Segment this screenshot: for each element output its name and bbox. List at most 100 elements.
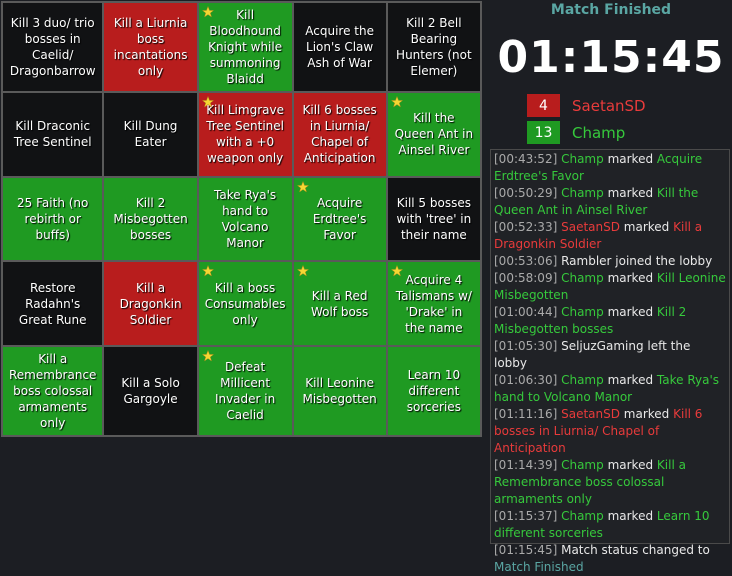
bingo-cell[interactable]: Kill 6 bosses in Liurnia/ Chapel of Anti… bbox=[292, 92, 387, 177]
cell-text: Defeat Millicent Invader in Caelid bbox=[214, 359, 276, 422]
cell-text: Kill a Red Wolf boss bbox=[310, 288, 369, 319]
cell-text: Kill the Queen Ant in Ainsel River bbox=[394, 111, 474, 158]
bingo-cell[interactable]: Kill a Liurnia boss incantations only bbox=[103, 2, 198, 92]
log-verb: marked bbox=[607, 152, 654, 166]
log-entry: [00:53:06] Rambler joined the lobby bbox=[494, 253, 726, 270]
player-name: Champ bbox=[572, 123, 626, 142]
cell-text: Kill 5 bosses with 'tree' in their name bbox=[396, 195, 472, 242]
bingo-cell[interactable]: Kill 3 duo/ trio bosses in Caelid/ Drago… bbox=[2, 2, 104, 92]
bingo-cell[interactable]: Acquire the Lion's Claw Ash of War bbox=[292, 2, 387, 92]
bingo-cell[interactable]: Learn 10 different sorceries bbox=[386, 345, 481, 436]
bingo-cell[interactable]: Restore Radahn's Great Rune bbox=[2, 261, 104, 346]
bingo-cell[interactable]: Kill Limgrave Tree Sentinel with a +0 we… bbox=[197, 92, 293, 177]
cell-text: Kill Draconic Tree Sentinel bbox=[13, 119, 92, 150]
log-verb: marked bbox=[607, 186, 654, 200]
log-verb: marked bbox=[607, 373, 654, 387]
player-name: SaetanSD bbox=[572, 96, 646, 115]
log-player: Champ bbox=[561, 509, 604, 523]
bingo-cell[interactable]: 25 Faith (no rebirth or buffs) bbox=[2, 176, 104, 262]
cell-text: Take Rya's hand to Volcano Manor bbox=[214, 187, 277, 250]
bingo-cell[interactable]: Kill a Solo Gargoyle bbox=[103, 345, 198, 436]
log-time: [00:50:29] bbox=[494, 186, 558, 200]
bingo-cell[interactable]: Kill Bloodhound Knight while summoning B… bbox=[197, 2, 293, 92]
star-icon bbox=[390, 265, 403, 277]
log-time: [01:06:30] bbox=[494, 373, 558, 387]
log-text: Rambler joined the lobby bbox=[561, 254, 713, 268]
log-entry: [01:15:45] Match status changed to Match… bbox=[494, 542, 726, 576]
log-verb: marked bbox=[607, 509, 654, 523]
log-time: [00:53:06] bbox=[494, 254, 558, 268]
event-log: [00:43:52] Champ marked Acquire Erdtree'… bbox=[490, 149, 730, 574]
log-entry: [01:15:37] Champ marked Learn 10 differe… bbox=[494, 508, 726, 542]
log-goal: Acquire Erdtree's Favor bbox=[494, 152, 703, 183]
bingo-cell[interactable]: Acquire 4 Talismans w/ 'Drake' in the na… bbox=[386, 261, 481, 346]
cell-text: 25 Faith (no rebirth or buffs) bbox=[17, 195, 89, 242]
bingo-cell[interactable]: Kill 5 bosses with 'tree' in their name bbox=[386, 176, 481, 262]
log-time: [01:00:44] bbox=[494, 305, 558, 319]
bingo-cell[interactable]: Kill 2 Misbegotten bosses bbox=[103, 176, 198, 262]
log-entry: [01:00:44] Champ marked Kill 2 Misbegott… bbox=[494, 304, 726, 338]
log-text: Match status changed to bbox=[561, 543, 710, 557]
log-player: SaetanSD bbox=[561, 407, 620, 421]
log-goal: Kill 2 Misbegotten bosses bbox=[494, 305, 687, 336]
cell-text: Kill 3 duo/ trio bosses in Caelid/ Drago… bbox=[9, 16, 96, 78]
log-time: [01:05:30] bbox=[494, 339, 558, 353]
cell-text: Kill Limgrave Tree Sentinel with a +0 we… bbox=[206, 103, 284, 166]
bingo-cell[interactable]: Kill Dung Eater bbox=[103, 92, 198, 177]
cell-text: Kill Bloodhound Knight while summoning B… bbox=[208, 8, 283, 86]
cell-text: Kill a Solo Gargoyle bbox=[121, 375, 180, 406]
log-goal: Kill the Queen Ant in Ainsel River bbox=[494, 186, 699, 217]
cell-text: Kill 2 Bell Bearing Hunters (not Elemer) bbox=[396, 16, 472, 78]
cell-text: Acquire 4 Talismans w/ 'Drake' in the na… bbox=[395, 272, 472, 335]
cell-text: Kill a Liurnia boss incantations only bbox=[113, 16, 188, 78]
log-goal: Kill a Dragonkin Soldier bbox=[494, 220, 703, 251]
cell-text: Acquire Erdtree's Favor bbox=[312, 195, 367, 242]
log-time: [01:11:16] bbox=[494, 407, 558, 421]
cell-text: Learn 10 different sorceries bbox=[406, 367, 461, 414]
bingo-cell[interactable]: Defeat Millicent Invader in Caelid bbox=[197, 345, 293, 436]
player-row: 13 Champ bbox=[527, 121, 625, 144]
log-player: SaetanSD bbox=[561, 220, 620, 234]
log-time: [01:14:39] bbox=[494, 458, 558, 472]
log-time: [01:15:37] bbox=[494, 509, 558, 523]
log-verb: marked bbox=[623, 407, 670, 421]
bingo-cell[interactable]: Kill 2 Bell Bearing Hunters (not Elemer) bbox=[386, 2, 481, 92]
bingo-cell[interactable]: Kill a boss Consumables only bbox=[197, 261, 293, 346]
log-status: Match Finished bbox=[494, 560, 584, 574]
star-icon bbox=[201, 6, 214, 18]
log-goal: Learn 10 different sorceries bbox=[494, 509, 710, 540]
bingo-cell[interactable]: Kill a Dragonkin Soldier bbox=[103, 261, 198, 346]
bingo-cell[interactable]: Kill Leonine Misbegotten bbox=[292, 345, 387, 436]
log-entry: [01:06:30] Champ marked Take Rya's hand … bbox=[494, 372, 726, 406]
star-icon bbox=[390, 96, 403, 108]
bingo-cell[interactable]: Kill the Queen Ant in Ainsel River bbox=[386, 92, 481, 177]
log-entry: [01:14:39] Champ marked Kill a Remembran… bbox=[494, 457, 726, 508]
cell-text: Kill 6 bosses in Liurnia/ Chapel of Anti… bbox=[302, 103, 377, 166]
player-score: 4 bbox=[527, 94, 560, 117]
log-time: [00:52:33] bbox=[494, 220, 558, 234]
log-entry: [00:52:33] SaetanSD marked Kill a Dragon… bbox=[494, 219, 726, 253]
bingo-cell[interactable]: Acquire Erdtree's Favor bbox=[292, 176, 387, 262]
log-goal: Kill Leonine Misbegotten bbox=[494, 271, 726, 302]
log-verb: marked bbox=[607, 271, 654, 285]
star-icon bbox=[296, 180, 309, 193]
bingo-cell[interactable]: Take Rya's hand to Volcano Manor bbox=[197, 176, 293, 262]
star-icon bbox=[201, 265, 214, 277]
bingo-cell[interactable]: Kill Draconic Tree Sentinel bbox=[2, 92, 104, 177]
log-goal: Kill a Remembrance boss colossal armamen… bbox=[494, 458, 686, 506]
cell-text: Restore Radahn's Great Rune bbox=[18, 280, 87, 327]
log-goal: Take Rya's hand to Volcano Manor bbox=[494, 373, 720, 404]
log-text: SeljuzGaming left the lobby bbox=[494, 339, 691, 370]
log-time: [00:43:52] bbox=[494, 152, 558, 166]
player-score: 13 bbox=[527, 121, 560, 144]
bingo-cell[interactable]: Kill a Red Wolf boss bbox=[292, 261, 387, 346]
cell-text: Kill Dung Eater bbox=[123, 119, 178, 150]
cell-text: Kill a boss Consumables only bbox=[204, 280, 286, 327]
log-entry: [00:43:52] Champ marked Acquire Erdtree'… bbox=[494, 151, 726, 185]
log-entry: [00:50:29] Champ marked Kill the Queen A… bbox=[494, 185, 726, 219]
log-player: Champ bbox=[561, 373, 604, 387]
log-verb: marked bbox=[607, 458, 654, 472]
log-entry: [00:58:09] Champ marked Kill Leonine Mis… bbox=[494, 270, 726, 304]
log-player: Champ bbox=[561, 271, 604, 285]
bingo-cell[interactable]: Kill a Remembrance boss colossal armamen… bbox=[2, 345, 104, 436]
